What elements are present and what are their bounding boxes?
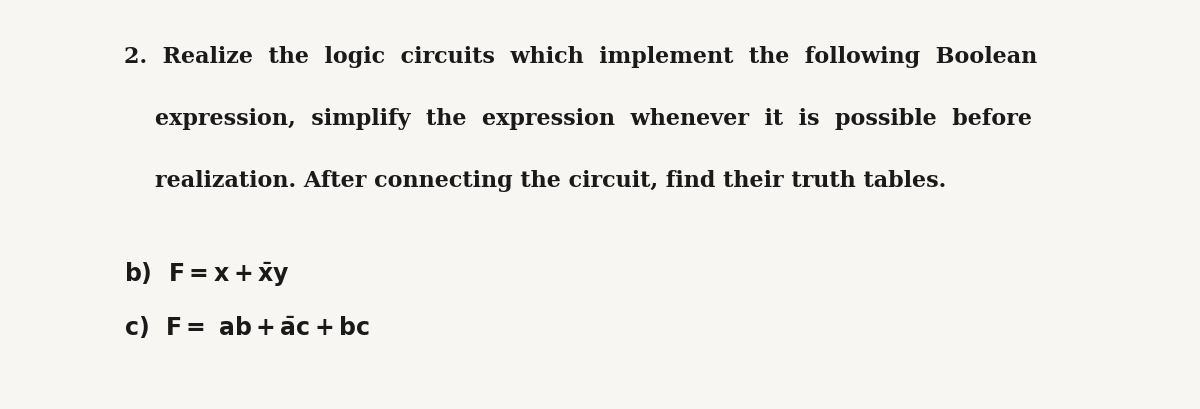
Text: realization. After connecting the circuit, find their truth tables.: realization. After connecting the circui…	[124, 171, 946, 193]
Text: b)  $\mathbf{F{=}x + \bar{x}y}$: b) $\mathbf{F{=}x + \bar{x}y}$	[124, 261, 289, 289]
Text: expression,  simplify  the  expression  whenever  it  is  possible  before: expression, simplify the expression when…	[124, 108, 1032, 130]
Text: 2.  Realize  the  logic  circuits  which  implement  the  following  Boolean: 2. Realize the logic circuits which impl…	[124, 46, 1037, 68]
Text: c)  $\mathbf{F{=}\ ab + \bar{a}c + bc}$: c) $\mathbf{F{=}\ ab + \bar{a}c + bc}$	[124, 315, 370, 341]
